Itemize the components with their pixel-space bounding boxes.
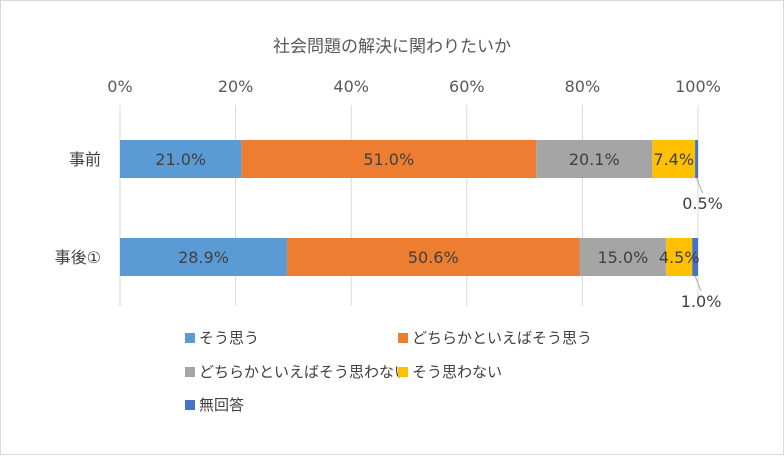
bar-segment (652, 140, 696, 178)
data-label: 21.0% (155, 150, 206, 169)
data-label: 50.6% (408, 248, 459, 267)
category-label: 事後① (55, 248, 101, 267)
bar-segment (536, 140, 653, 178)
chart-title: 社会問題の解決に関わりたいか (273, 37, 511, 57)
legend-label: どちらかといえばそう思わない (199, 363, 409, 381)
legend-swatch (185, 367, 195, 377)
legend-swatch (185, 333, 195, 343)
data-label: 51.0% (363, 150, 414, 169)
data-label: 20.1% (569, 150, 620, 169)
x-tick-label: 40% (333, 77, 369, 96)
bar-segment (241, 140, 537, 178)
data-label: 28.9% (178, 248, 229, 267)
bar-segment (666, 238, 693, 276)
legend-label: そう思う (199, 329, 259, 347)
data-labels: 21.0% 51.0% 20.1% 7.4% 0.5% 28.9% 50.6% 15.0% 4.… (155, 150, 723, 311)
data-label: 15.0% (597, 248, 648, 267)
legend-label: どちらかといえばそう思う (412, 329, 592, 347)
bar-segment (120, 140, 242, 178)
x-tick-label: 0% (107, 77, 132, 96)
data-label: 4.5% (659, 248, 700, 267)
x-tick-label: 20% (218, 77, 254, 96)
data-label: 0.5% (682, 194, 723, 213)
bar-segment (287, 238, 580, 276)
leader-line (696, 177, 704, 194)
data-label: 1.0% (681, 292, 722, 311)
legend-label: 無回答 (199, 396, 244, 414)
legend-label: そう思わない (412, 363, 502, 381)
bar-segment (695, 140, 698, 178)
x-tick-label: 80% (565, 77, 601, 96)
leader-line (694, 275, 702, 292)
legend-swatch (398, 367, 408, 377)
legend-swatch (185, 400, 195, 410)
bars (120, 140, 698, 276)
x-axis-ticks: 0% 20% 40% 60% 80% 100% (107, 77, 721, 96)
bar-segment (579, 238, 667, 276)
data-label: 7.4% (653, 150, 694, 169)
x-tick-label: 100% (675, 77, 721, 96)
bar-segment (120, 238, 288, 276)
x-tick-label: 60% (449, 77, 485, 96)
bar-segment (692, 238, 698, 276)
category-label: 事前 (69, 150, 101, 169)
legend-swatch (398, 333, 408, 343)
